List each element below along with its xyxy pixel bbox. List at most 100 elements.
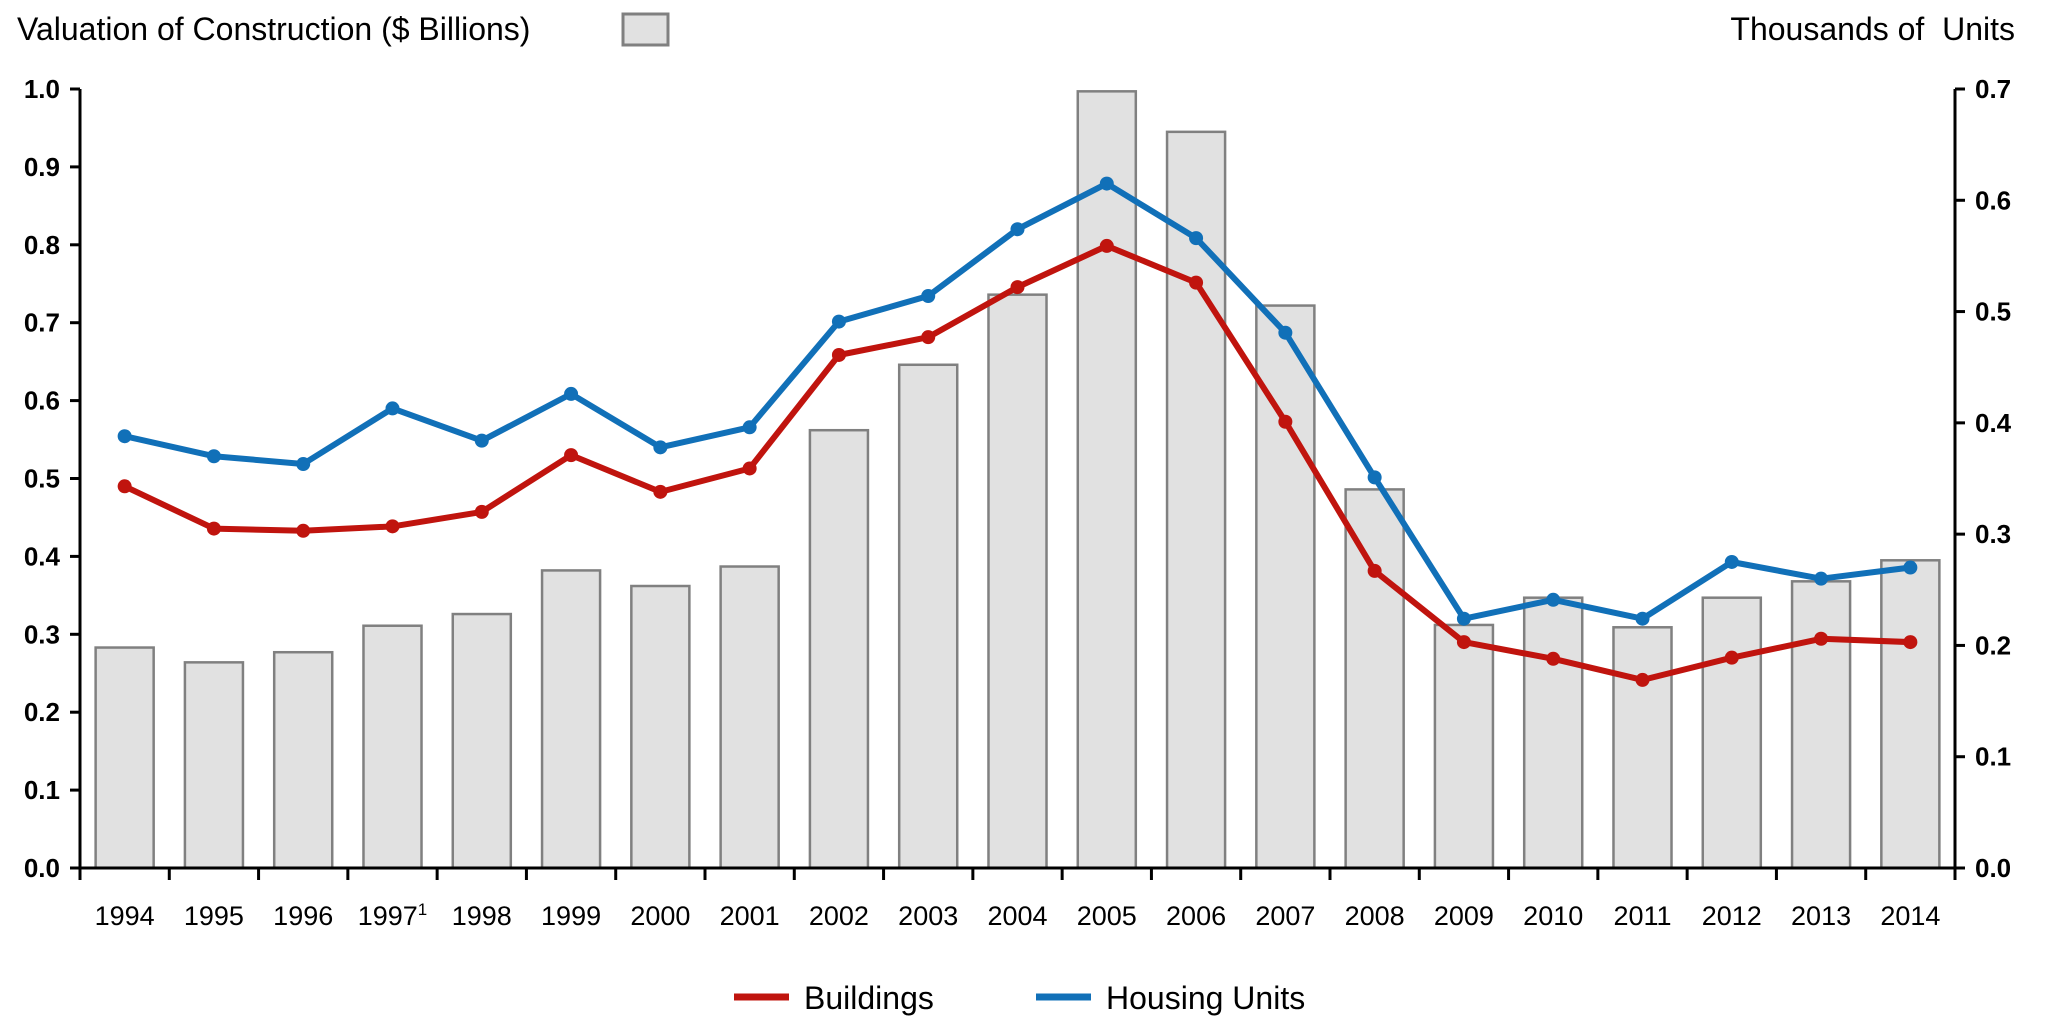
x-tick-label-2006: 2006 xyxy=(1166,901,1226,931)
tick-labels: 0.0 0.1 0.2 0.3 0.4 0.5 0.6 0.7 0.8 0.9 1.0 0.0 0.1 0… xyxy=(24,74,2012,931)
bar-2002 xyxy=(808,428,870,870)
bar-2003 xyxy=(897,363,959,870)
point-buildings-2011 xyxy=(1635,672,1650,687)
point-housing-units-2012 xyxy=(1724,554,1739,569)
point-buildings-2000 xyxy=(653,484,668,499)
point-housing-units-2007 xyxy=(1278,325,1293,340)
point-housing-units-2009 xyxy=(1456,611,1471,626)
point-buildings-1995 xyxy=(206,521,221,536)
point-buildings-2004 xyxy=(1010,280,1025,295)
point-buildings-2001 xyxy=(742,461,757,476)
bar-2012 xyxy=(1701,596,1763,870)
x-tick-label-2008: 2008 xyxy=(1345,901,1405,931)
right-tick-label: 0.4 xyxy=(1975,408,2012,438)
point-housing-units-2011 xyxy=(1635,611,1650,626)
right-tick-label: 0.0 xyxy=(1975,853,2011,883)
x-tick-label-2007: 2007 xyxy=(1255,901,1315,931)
bar-2000 xyxy=(630,584,691,870)
bar-2009 xyxy=(1433,623,1495,870)
right-tick-label: 0.7 xyxy=(1975,74,2011,104)
bar-1995 xyxy=(183,661,245,870)
x-tick-label-2001: 2001 xyxy=(720,901,780,931)
point-housing-units-2003 xyxy=(921,288,936,303)
footnote-marker: 1 xyxy=(418,900,427,919)
point-housing-units-1996 xyxy=(296,457,311,472)
right-tick-label: 0.6 xyxy=(1975,185,2011,215)
point-housing-units-2014 xyxy=(1903,560,1918,575)
left-tick-label: 0.1 xyxy=(24,775,60,805)
point-housing-units-2013 xyxy=(1814,571,1829,586)
point-housing-units-2001 xyxy=(742,420,757,435)
bar-series xyxy=(94,90,1941,870)
x-tick-label-2010: 2010 xyxy=(1523,901,1583,931)
left-tick-label: 0.7 xyxy=(24,308,60,338)
legend-label-housing-units: Housing Units xyxy=(1106,980,1305,1016)
point-housing-units-1998 xyxy=(474,433,489,448)
left-tick-label: 0.9 xyxy=(24,152,60,182)
point-buildings-2007 xyxy=(1278,414,1293,429)
x-tick-label-1997: 19971 xyxy=(358,900,428,931)
left-tick-label: 1.0 xyxy=(24,74,60,104)
point-housing-units-2010 xyxy=(1546,592,1561,607)
point-buildings-2013 xyxy=(1814,631,1829,646)
bar-2011 xyxy=(1612,626,1673,870)
point-buildings-2005 xyxy=(1099,238,1114,253)
x-tick-label-1994: 1994 xyxy=(95,901,155,931)
x-tick-label-1998: 1998 xyxy=(452,901,512,931)
point-buildings-2012 xyxy=(1724,650,1739,665)
bar-1996 xyxy=(272,650,334,870)
line-series xyxy=(117,176,1918,687)
point-housing-units-2002 xyxy=(831,314,846,329)
point-buildings-1999 xyxy=(564,448,579,463)
left-tick-label: 0.0 xyxy=(24,853,60,883)
point-housing-units-2005 xyxy=(1099,176,1114,191)
point-buildings-1998 xyxy=(474,504,489,519)
point-buildings-1996 xyxy=(296,523,311,538)
x-tick-label-2009: 2009 xyxy=(1434,901,1494,931)
point-housing-units-1997 xyxy=(385,401,400,416)
bar-2008 xyxy=(1344,488,1405,870)
left-axis-title: Valuation of Construction ($ Billions) xyxy=(17,11,530,47)
x-tick-label-1995: 1995 xyxy=(184,901,244,931)
point-housing-units-2008 xyxy=(1367,470,1382,485)
point-buildings-1997 xyxy=(385,519,400,534)
left-tick-label: 0.8 xyxy=(24,230,60,260)
x-tick-label-2002: 2002 xyxy=(809,901,869,931)
point-buildings-2014 xyxy=(1903,635,1918,650)
legend-label-buildings: Buildings xyxy=(804,980,934,1016)
right-tick-label: 0.1 xyxy=(1975,742,2011,772)
point-buildings-1994 xyxy=(117,479,132,494)
point-housing-units-1999 xyxy=(564,386,579,401)
point-buildings-2002 xyxy=(831,347,846,362)
bar-1998 xyxy=(451,612,513,870)
left-tick-label: 0.5 xyxy=(24,464,60,494)
point-housing-units-1995 xyxy=(206,449,221,464)
bar-2004 xyxy=(987,293,1048,870)
x-tick-label-2012: 2012 xyxy=(1702,901,1762,931)
x-tick-label-2004: 2004 xyxy=(987,901,1047,931)
point-housing-units-2004 xyxy=(1010,222,1025,237)
point-buildings-2003 xyxy=(921,330,936,345)
point-housing-units-2000 xyxy=(653,440,668,455)
bar-2001 xyxy=(719,565,780,870)
legend: Buildings Housing Units xyxy=(734,980,1305,1016)
right-axis-title: Thousands of Units xyxy=(1730,11,2015,47)
axes xyxy=(70,87,1965,880)
point-buildings-2009 xyxy=(1456,635,1471,650)
x-tick-label-2005: 2005 xyxy=(1077,901,1137,931)
x-tick-label-2000: 2000 xyxy=(630,901,690,931)
bar-legend-swatch xyxy=(621,12,670,47)
point-buildings-2006 xyxy=(1189,275,1204,290)
left-tick-label: 0.4 xyxy=(24,541,61,571)
left-tick-label: 0.3 xyxy=(24,619,60,649)
point-buildings-2010 xyxy=(1546,651,1561,666)
x-tick-label-2014: 2014 xyxy=(1880,901,1940,931)
bar-2013 xyxy=(1790,580,1852,870)
bar-2007 xyxy=(1255,304,1316,870)
point-housing-units-2006 xyxy=(1189,231,1204,246)
bar-2005 xyxy=(1076,90,1138,870)
right-tick-label: 0.2 xyxy=(1975,630,2011,660)
x-tick-label-2011: 2011 xyxy=(1613,901,1671,931)
bar-2010 xyxy=(1522,596,1584,870)
